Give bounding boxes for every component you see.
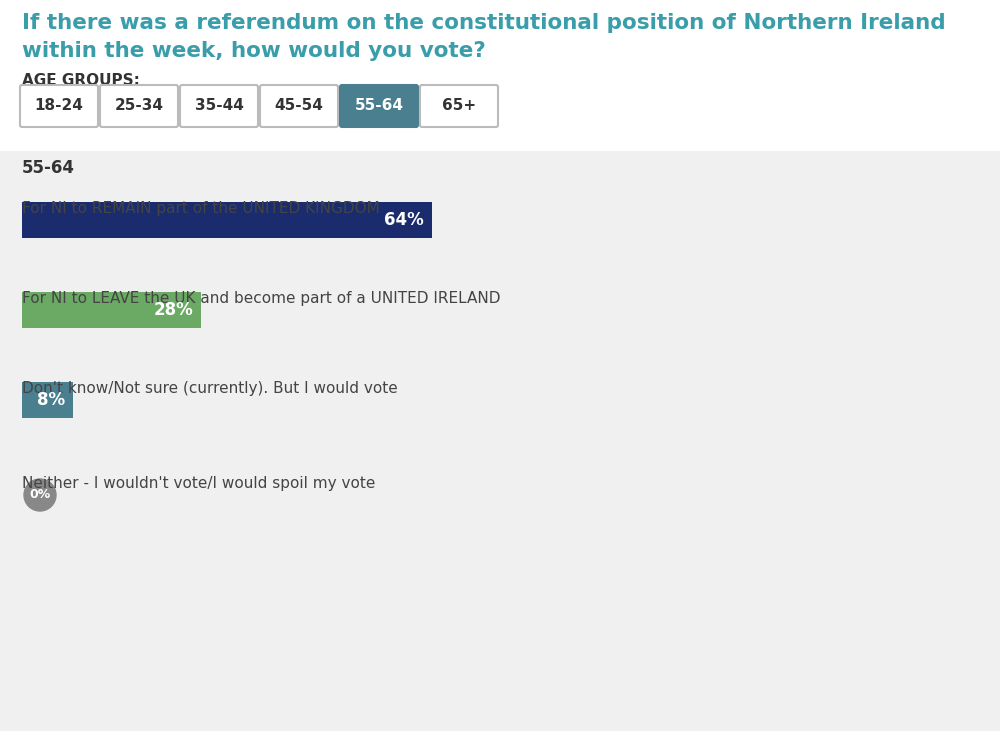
FancyBboxPatch shape bbox=[22, 292, 201, 328]
FancyBboxPatch shape bbox=[180, 85, 258, 127]
Text: If there was a referendum on the constitutional position of Northern Ireland: If there was a referendum on the constit… bbox=[22, 13, 946, 33]
FancyBboxPatch shape bbox=[420, 85, 498, 127]
Text: For NI to REMAIN part of the UNITED KINGDOM: For NI to REMAIN part of the UNITED KING… bbox=[22, 201, 380, 216]
FancyBboxPatch shape bbox=[22, 202, 432, 238]
Text: 55-64: 55-64 bbox=[354, 99, 404, 113]
FancyBboxPatch shape bbox=[340, 85, 418, 127]
Text: 0%: 0% bbox=[29, 488, 51, 501]
Text: 35-44: 35-44 bbox=[195, 99, 243, 113]
Text: within the week, how would you vote?: within the week, how would you vote? bbox=[22, 41, 486, 61]
Text: 25-34: 25-34 bbox=[114, 99, 164, 113]
Text: 65+: 65+ bbox=[442, 99, 476, 113]
Text: 8%: 8% bbox=[37, 391, 65, 409]
Circle shape bbox=[24, 479, 56, 511]
Text: For NI to LEAVE the UK and become part of a UNITED IRELAND: For NI to LEAVE the UK and become part o… bbox=[22, 291, 501, 306]
FancyBboxPatch shape bbox=[22, 382, 73, 418]
FancyBboxPatch shape bbox=[0, 151, 1000, 731]
FancyBboxPatch shape bbox=[260, 85, 338, 127]
Text: Neither - I wouldn't vote/I would spoil my vote: Neither - I wouldn't vote/I would spoil … bbox=[22, 476, 375, 491]
Text: Don't know/Not sure (currently). But I would vote: Don't know/Not sure (currently). But I w… bbox=[22, 381, 398, 396]
FancyBboxPatch shape bbox=[100, 85, 178, 127]
FancyBboxPatch shape bbox=[20, 85, 98, 127]
Text: AGE GROUPS:: AGE GROUPS: bbox=[22, 73, 140, 88]
Text: 64%: 64% bbox=[384, 211, 424, 229]
Text: 55-64: 55-64 bbox=[22, 159, 75, 177]
Text: 28%: 28% bbox=[153, 301, 193, 319]
Text: 45-54: 45-54 bbox=[275, 99, 323, 113]
Text: 18-24: 18-24 bbox=[35, 99, 83, 113]
